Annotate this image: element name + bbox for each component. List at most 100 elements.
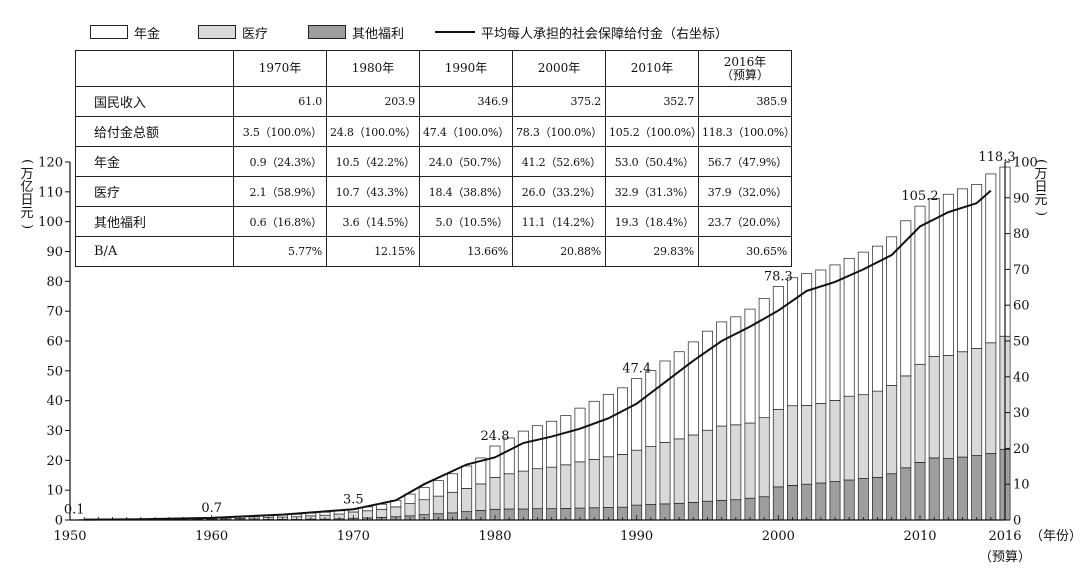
legend-item-line: 平均每人承担的社会保障给付金（右坐标） [435,20,728,44]
bar-welfare-2006 [857,478,869,521]
table-cell: 0.9（24.3%） [233,146,327,177]
table-row: 给付金总额 3.5（100.0%） 24.8（100.0%） 47.4（100.0%）… [75,116,795,147]
table-cell: 53.0（50.4%） [605,146,699,177]
bar-medical-1990 [631,449,643,506]
y-tick-label-left: 90 [46,245,63,260]
bar-pension-2008 [886,236,898,386]
y-tick-label-right: 100 [1013,156,1038,171]
data-labels-group: 0.1 0.7 3.5 24.8 47.4 78.3 105.2 118.3 [64,150,1016,518]
data-label-1980: 24.8 [481,429,510,444]
table-cell: 375.2 [512,86,606,117]
bar-medical-2011 [928,356,940,459]
y-tick-label-right: 10 [1013,478,1030,493]
y-tick-label-right: 20 [1013,442,1030,457]
bar-medical-2009 [900,375,912,469]
y-tick-label-left: 30 [46,424,63,439]
table-cell: 10.5（42.2%） [326,146,420,177]
table-cell: 5.77% [233,236,327,267]
data-label-1970: 3.5 [343,492,364,507]
table-row: 国民收入 61.0 203.9 346.9 375.2 352.7 385.9 [75,86,792,117]
x-tick-label: 1950 [53,529,86,544]
legend-item-medical: 医疗 [198,20,268,44]
table-col-header: 2000年 [512,50,606,87]
bar-pension-2003 [815,269,827,404]
bar-medical-2012 [942,354,954,459]
y-tick-label-left: 110 [38,185,63,200]
bar-pension-1979 [475,457,487,485]
bar-welfare-1998 [744,497,756,521]
y-tick-label-left: 10 [46,484,63,499]
bar-medical-1984 [546,466,558,510]
bar-medical-1999 [758,417,770,498]
bar-medical-1995 [702,429,713,502]
bar-welfare-2011 [928,457,940,521]
table-row: 医疗 2.1（58.9%） 10.7（43.3%） 18.4（38.8%） 26.0（3… [75,176,792,207]
legend-label-pension: 年金 [134,26,161,42]
y-tick-label-left: 0 [55,514,63,529]
table-cell: 3.6（14.5%） [326,206,420,237]
bar-pension-1978 [461,465,473,489]
bar-pension-2002 [801,273,813,406]
data-table: 1970年 1980年 1990年 2000年 2010年 2016年 （预算） … [75,50,795,267]
bar-medical-2006 [857,394,869,479]
table-row: 年金 0.9（24.3%） 10.5（42.2%） 24.0（50.7%） 41.2（5… [75,146,792,177]
table-cell: 29.83% [605,236,699,267]
bar-pension-1991 [645,370,657,447]
bar-medical-1975 [418,499,430,515]
bar-medical-1974 [404,503,416,517]
table-cell: 352.7 [605,86,699,117]
left-axis-unit-text: 万亿日元 [20,167,34,221]
bar-pension-1981 [503,437,515,475]
legend-swatch-welfare [308,25,346,39]
table-cell: 0.6（16.8%） [233,206,327,237]
bar-welfare-2012 [942,458,954,521]
bar-pension-1984 [546,420,558,468]
bar-medical-1980 [489,476,501,510]
bar-medical-1998 [744,422,756,499]
y-tick-label-left: 120 [38,156,63,171]
table-row-label: 医疗 [75,176,234,207]
table-header-row: 1970年 1980年 1990年 2000年 2010年 2016年 （预算） [75,50,792,87]
data-label-2016: 118.3 [978,150,1015,165]
y-tick-label-right: 40 [1013,370,1030,385]
table-cell: 3.5（100.0%） [233,116,327,147]
bar-medical-2008 [886,385,898,475]
bar-medical-1978 [461,488,473,513]
bar-pension-1995 [702,330,713,431]
legend-label-line: 平均每人承担的社会保障给付金（右坐标） [481,26,729,42]
bar-pension-1976 [432,480,444,497]
bar-welfare-1999 [758,496,770,521]
bar-welfare-2013 [957,456,968,521]
bar-medical-1996 [716,425,728,501]
bar-pension-1997 [730,316,742,426]
bar-pension-1977 [447,473,458,493]
bar-medical-1985 [560,464,572,509]
bar-pension-1987 [588,400,600,460]
table-col-header: 1970年 [233,50,327,87]
bar-welfare-2002 [801,483,813,521]
table-row-label: 年金 [75,146,234,177]
table-col-header: 2016年 （预算） [698,50,792,87]
y-tick-label-right: 50 [1013,335,1030,350]
table-cell: 56.7（47.9%） [698,146,792,177]
data-label-2000: 78.3 [764,269,793,284]
y-tick-label-left: 80 [46,275,63,290]
axes-group: 0 10 20 30 40 50 60 70 80 90 100 110 120 0 10 20 30 40 50 6… [38,156,1080,566]
bar-pension-2012 [942,193,954,356]
bar-medical-2004 [829,400,841,482]
legend-swatch-medical [198,25,236,39]
bar-medical-1993 [673,438,685,504]
bar-pension-1975 [418,487,430,501]
bar-pension-2009 [900,220,912,377]
bar-medical-1983 [532,468,543,510]
table-col-header: 1980年 [326,50,420,87]
y-tick-label-left: 40 [46,394,63,409]
y-tick-label-right: 30 [1013,406,1030,421]
x-tick-label: 1960 [195,529,228,544]
bar-medical-1987 [588,459,600,509]
table-row-label: 国民收入 [75,86,234,117]
bar-welfare-2015 [985,453,997,521]
bar-pension-1992 [659,360,671,443]
bar-medical-1992 [659,442,671,505]
